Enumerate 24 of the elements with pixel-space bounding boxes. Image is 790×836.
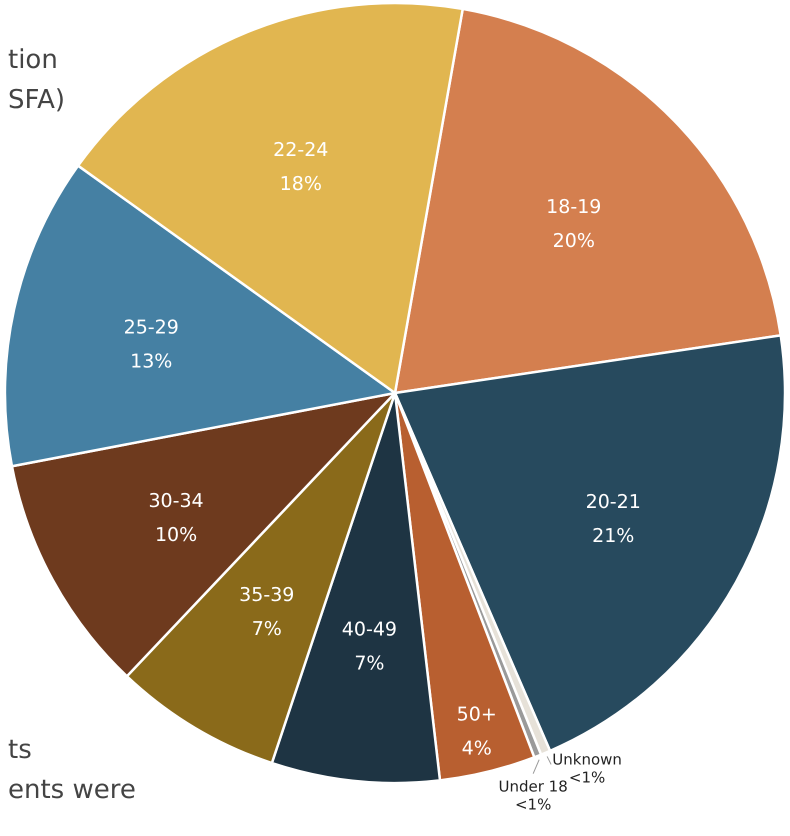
slice-label: 20-21 xyxy=(586,491,641,514)
slice-label: 18-19 xyxy=(546,196,602,218)
data-label: <1% xyxy=(568,768,606,786)
data-label: 21% xyxy=(592,525,634,548)
slice-label: 22-24 xyxy=(273,138,328,161)
text: ts xyxy=(8,735,32,765)
data-label: 18% xyxy=(280,172,322,195)
data-label: 7% xyxy=(354,652,384,674)
slice-label: 50+ xyxy=(456,703,497,726)
text: tion xyxy=(8,45,58,75)
slice-label: 35-39 xyxy=(239,584,294,606)
data-label: 10% xyxy=(154,524,198,546)
slice-label: 25-29 xyxy=(124,316,179,338)
slice-label: 30-34 xyxy=(148,490,204,512)
data-label: 20% xyxy=(552,230,595,252)
data-label: 7% xyxy=(252,618,282,640)
data-label: 4% xyxy=(462,737,492,760)
text: ents were xyxy=(8,775,136,805)
data-label: <1% xyxy=(514,796,552,814)
text: SFA) xyxy=(8,85,66,115)
slice-label: 40-49 xyxy=(342,618,397,640)
slice-label: Under 18 xyxy=(498,778,568,796)
slice-label: Unknown xyxy=(552,750,622,768)
data-label: 13% xyxy=(130,350,172,372)
